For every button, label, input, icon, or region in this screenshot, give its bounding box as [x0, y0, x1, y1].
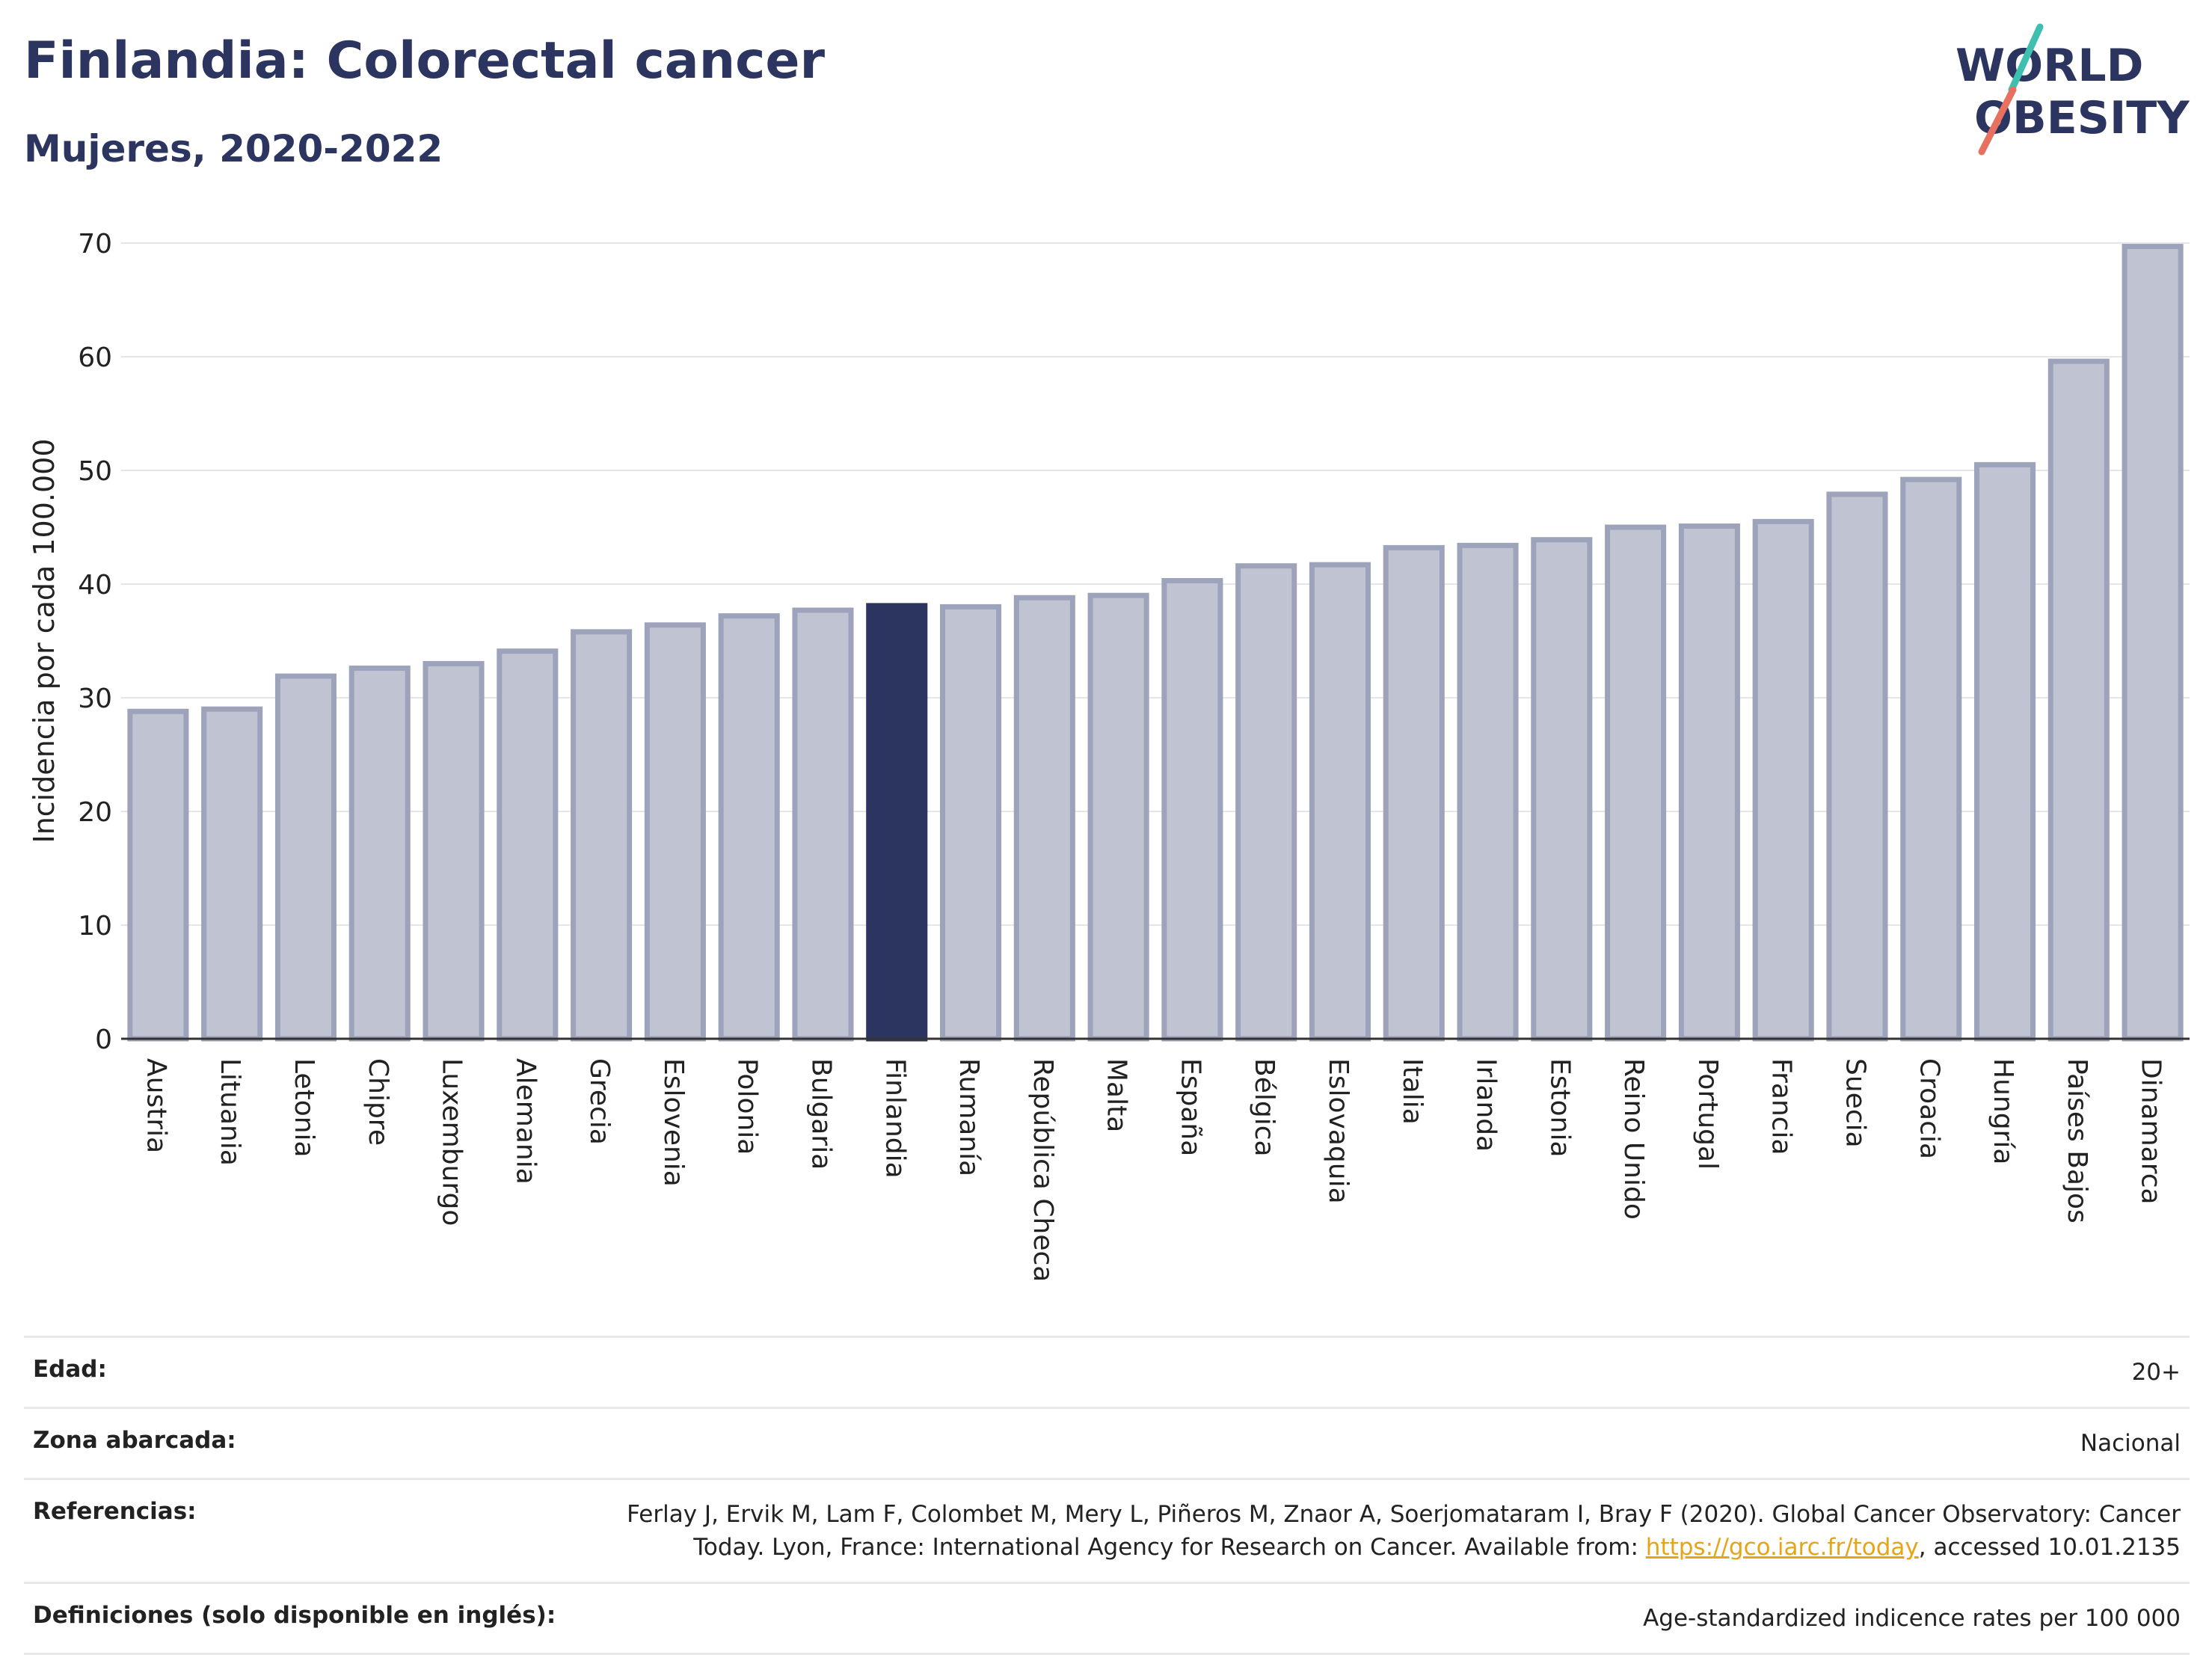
bars: [127, 244, 2184, 1042]
bar-finlandia: [866, 603, 928, 1042]
bar-rumanía: [939, 604, 1002, 1042]
bar-polonia: [718, 613, 780, 1042]
chart-subtitle: Mujeres, 2020-2022: [24, 127, 443, 171]
bar-hungría: [1973, 461, 2036, 1042]
reference-text: Ferlay J, Ervik M, Lam F, Colombet M, Me…: [627, 1501, 2181, 1561]
logo-text-line1: WORLD: [1956, 40, 2143, 92]
bar-bulgaria: [792, 607, 854, 1042]
info-label-zona: Zona abarcada:: [33, 1427, 236, 1454]
x-tick-label: Letonia: [289, 1058, 319, 1158]
x-tick-label: Chipre: [363, 1058, 393, 1146]
bar-república-checa: [1013, 595, 1075, 1042]
world-obesity-logo: WORLD OBESITY: [1956, 23, 2190, 156]
info-label-referencias: Referencias:: [33, 1498, 197, 1525]
reference-link[interactable]: https://gco.iarc.fr/today: [1645, 1534, 1919, 1561]
y-tick-label: 0: [95, 1025, 112, 1055]
x-tick-label: Croacia: [1914, 1058, 1944, 1159]
bar-grecia: [571, 629, 633, 1042]
x-tick-label: Luxemburgo: [437, 1058, 467, 1226]
bar-irlanda: [1457, 542, 1519, 1042]
y-axis-label: Incidencia por cada 100.000: [28, 438, 61, 843]
x-tick-label: Grecia: [584, 1058, 615, 1145]
y-axis-ticks: 0 10 20 30 40 50 60 70: [78, 229, 112, 1055]
bar-croacia: [1900, 476, 1962, 1042]
info-table: Edad: 20+ Zona abarcada: Nacional Refere…: [24, 1336, 2190, 1655]
bar-chart: 0 10 20 30 40 50 60 70 Austria Lituania Letonia Ch…: [28, 229, 2190, 1282]
bar-lituania: [201, 706, 263, 1042]
x-tick-label: Hungría: [1988, 1058, 2018, 1164]
bar-francia: [1752, 518, 1814, 1042]
bar-letonia: [274, 673, 337, 1042]
x-tick-label: Lituania: [215, 1058, 245, 1166]
info-label-edad: Edad:: [33, 1356, 107, 1383]
info-row-definiciones: Definiciones (solo disponible en inglés)…: [24, 1582, 2190, 1655]
info-value-definiciones: Age-standardized indicence rates per 100…: [1643, 1605, 2181, 1632]
x-tick-label: España: [1175, 1058, 1205, 1156]
bar-eslovaquia: [1309, 562, 1371, 1042]
info-row-zona: Zona abarcada: Nacional: [24, 1407, 2190, 1478]
x-tick-label: Eslovaquia: [1323, 1058, 1354, 1204]
bar-eslovenia: [644, 622, 706, 1042]
x-tick-label: Dinamarca: [2136, 1058, 2166, 1205]
bar-países-bajos: [2047, 358, 2110, 1042]
bar-italia: [1383, 544, 1445, 1042]
x-tick-label: Estonia: [1544, 1058, 1575, 1158]
bar-suecia: [1826, 491, 1888, 1042]
x-axis-labels: Austria Lituania Letonia Chipre Luxemburgo Al…: [141, 1058, 2166, 1282]
logo-slash-teal: [2008, 23, 2044, 93]
bar-estonia: [1531, 537, 1593, 1042]
y-tick-label: 50: [78, 456, 112, 487]
chart-title: Finlandia: Colorectal cancer: [24, 31, 826, 90]
x-tick-label: Suecia: [1840, 1058, 1870, 1148]
x-tick-label: Polonia: [732, 1058, 763, 1155]
bar-bélgica: [1235, 563, 1297, 1042]
bar-dinamarca: [2122, 244, 2184, 1042]
x-tick-label: Malta: [1102, 1058, 1132, 1132]
y-tick-label: 40: [78, 570, 112, 601]
x-tick-label: Alemania: [510, 1058, 541, 1185]
bar-chipre: [348, 665, 411, 1042]
x-tick-label: Bélgica: [1249, 1058, 1279, 1157]
bar-reino-unido: [1605, 524, 1667, 1042]
y-tick-label: 70: [78, 229, 112, 260]
x-tick-label: Rumanía: [953, 1058, 984, 1176]
x-tick-label: Portugal: [1692, 1058, 1723, 1170]
x-tick-label: Italia: [1397, 1058, 1428, 1125]
y-tick-label: 30: [78, 684, 112, 714]
x-tick-label: Finlandia: [879, 1058, 910, 1179]
info-value-edad: 20+: [2131, 1359, 2181, 1386]
info-label-definiciones: Definiciones (solo disponible en inglés)…: [33, 1602, 556, 1629]
x-tick-label: Austria: [141, 1058, 171, 1153]
x-tick-label: Reino Unido: [1618, 1058, 1649, 1220]
y-tick-label: 20: [78, 797, 112, 828]
bar-portugal: [1678, 523, 1740, 1042]
x-tick-label: Bulgaria: [805, 1058, 836, 1170]
info-value-zona: Nacional: [2080, 1430, 2181, 1457]
y-tick-label: 60: [78, 343, 112, 373]
bar-austria: [127, 708, 189, 1042]
x-tick-label: Eslovenia: [658, 1058, 689, 1187]
x-tick-label: República Checa: [1027, 1058, 1058, 1282]
bar-luxemburgo: [423, 660, 485, 1042]
info-value-referencias: Ferlay J, Ervik M, Lam F, Colombet M, Me…: [565, 1498, 2181, 1564]
info-row-referencias: Referencias: Ferlay J, Ervik M, Lam F, C…: [24, 1478, 2190, 1582]
logo-slash-coral: [1978, 86, 2017, 156]
reference-accessed: , accessed 10.01.2135: [1918, 1534, 2181, 1561]
x-tick-label: Francia: [1766, 1058, 1797, 1155]
info-row-edad: Edad: 20+: [24, 1336, 2190, 1407]
x-tick-label: Países Bajos: [2062, 1058, 2092, 1223]
bar-malta: [1087, 592, 1149, 1042]
bar-alemania: [497, 648, 559, 1042]
x-tick-label: Irlanda: [1471, 1058, 1502, 1152]
bar-españa: [1161, 577, 1223, 1042]
y-tick-label: 10: [78, 911, 112, 942]
